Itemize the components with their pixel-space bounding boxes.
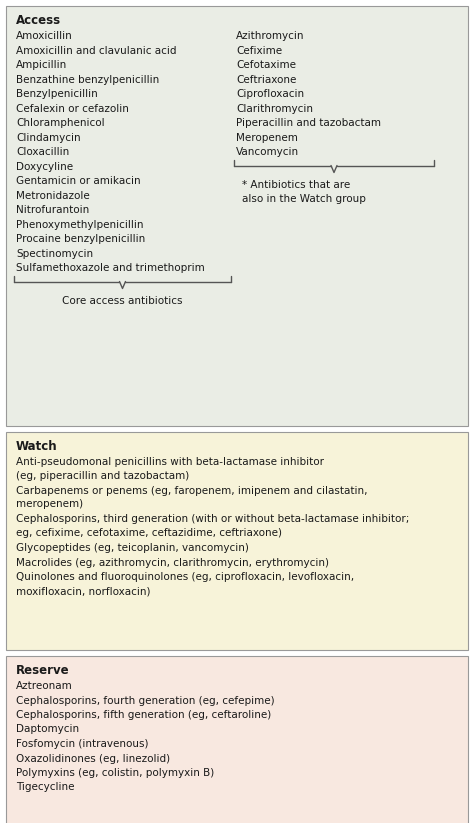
Text: Chloramphenicol: Chloramphenicol	[16, 118, 105, 128]
Text: Aztreonam: Aztreonam	[16, 681, 73, 691]
Text: also in the Watch group: also in the Watch group	[242, 194, 366, 204]
Text: Oxazolidinones (eg, linezolid): Oxazolidinones (eg, linezolid)	[16, 754, 170, 764]
Text: Clarithromycin: Clarithromycin	[236, 104, 313, 114]
Text: Daptomycin: Daptomycin	[16, 724, 79, 734]
Text: Cefotaxime: Cefotaxime	[236, 60, 296, 70]
Text: Piperacillin and tazobactam: Piperacillin and tazobactam	[236, 118, 381, 128]
Text: Macrolides (eg, azithromycin, clarithromycin, erythromycin): Macrolides (eg, azithromycin, clarithrom…	[16, 558, 329, 568]
Text: Cephalosporins, third generation (with or without beta-lactamase inhibitor;: Cephalosporins, third generation (with o…	[16, 514, 410, 524]
FancyBboxPatch shape	[6, 6, 468, 426]
Text: Ciprofloxacin: Ciprofloxacin	[236, 89, 304, 99]
Text: moxifloxacin, norfloxacin): moxifloxacin, norfloxacin)	[16, 586, 151, 596]
Text: Clindamycin: Clindamycin	[16, 133, 81, 142]
Text: Spectinomycin: Spectinomycin	[16, 249, 93, 258]
Text: Polymyxins (eg, colistin, polymyxin B): Polymyxins (eg, colistin, polymyxin B)	[16, 768, 214, 778]
Text: Amoxicillin and clavulanic acid: Amoxicillin and clavulanic acid	[16, 45, 176, 55]
Text: Nitrofurantoin: Nitrofurantoin	[16, 205, 89, 215]
Text: Meropenem: Meropenem	[236, 133, 298, 142]
Text: Gentamicin or amikacin: Gentamicin or amikacin	[16, 176, 141, 186]
Text: Cephalosporins, fourth generation (eg, cefepime): Cephalosporins, fourth generation (eg, c…	[16, 695, 274, 705]
Text: Vancomycin: Vancomycin	[236, 147, 299, 157]
Text: Cloxacillin: Cloxacillin	[16, 147, 69, 157]
Text: Ceftriaxone: Ceftriaxone	[236, 75, 296, 85]
Text: Reserve: Reserve	[16, 664, 70, 677]
Text: (eg, piperacillin and tazobactam): (eg, piperacillin and tazobactam)	[16, 471, 189, 481]
Text: Watch: Watch	[16, 440, 58, 453]
Text: meropenem): meropenem)	[16, 500, 83, 509]
Text: Azithromycin: Azithromycin	[236, 31, 304, 41]
Text: Sulfamethoxazole and trimethoprim: Sulfamethoxazole and trimethoprim	[16, 263, 205, 273]
Text: Cefixime: Cefixime	[236, 45, 282, 55]
Text: Access: Access	[16, 14, 61, 27]
Text: Quinolones and fluoroquinolones (eg, ciprofloxacin, levofloxacin,: Quinolones and fluoroquinolones (eg, cip…	[16, 573, 354, 583]
Text: Metronidazole: Metronidazole	[16, 190, 90, 201]
Text: Cefalexin or cefazolin: Cefalexin or cefazolin	[16, 104, 129, 114]
Text: eg, cefixime, cefotaxime, ceftazidime, ceftriaxone): eg, cefixime, cefotaxime, ceftazidime, c…	[16, 528, 282, 538]
Text: Amoxicillin: Amoxicillin	[16, 31, 73, 41]
Text: Cephalosporins, fifth generation (eg, ceftaroline): Cephalosporins, fifth generation (eg, ce…	[16, 710, 271, 720]
Text: Phenoxymethylpenicillin: Phenoxymethylpenicillin	[16, 220, 144, 230]
FancyBboxPatch shape	[6, 656, 468, 823]
Text: Fosfomycin (intravenous): Fosfomycin (intravenous)	[16, 739, 148, 749]
Text: Ampicillin: Ampicillin	[16, 60, 67, 70]
Text: Benzathine benzylpenicillin: Benzathine benzylpenicillin	[16, 75, 159, 85]
Text: Carbapenems or penems (eg, faropenem, imipenem and cilastatin,: Carbapenems or penems (eg, faropenem, im…	[16, 486, 367, 495]
Text: Benzylpenicillin: Benzylpenicillin	[16, 89, 98, 99]
Text: * Antibiotics that are: * Antibiotics that are	[242, 179, 350, 189]
Text: Doxycyline: Doxycyline	[16, 161, 73, 171]
Text: Core access antibiotics: Core access antibiotics	[62, 295, 183, 305]
Text: Glycopeptides (eg, teicoplanin, vancomycin): Glycopeptides (eg, teicoplanin, vancomyc…	[16, 543, 249, 553]
Text: Anti-pseudomonal penicillins with beta-lactamase inhibitor: Anti-pseudomonal penicillins with beta-l…	[16, 457, 324, 467]
Text: Procaine benzylpenicillin: Procaine benzylpenicillin	[16, 234, 145, 244]
Text: Tigecycline: Tigecycline	[16, 783, 74, 793]
FancyBboxPatch shape	[6, 432, 468, 650]
